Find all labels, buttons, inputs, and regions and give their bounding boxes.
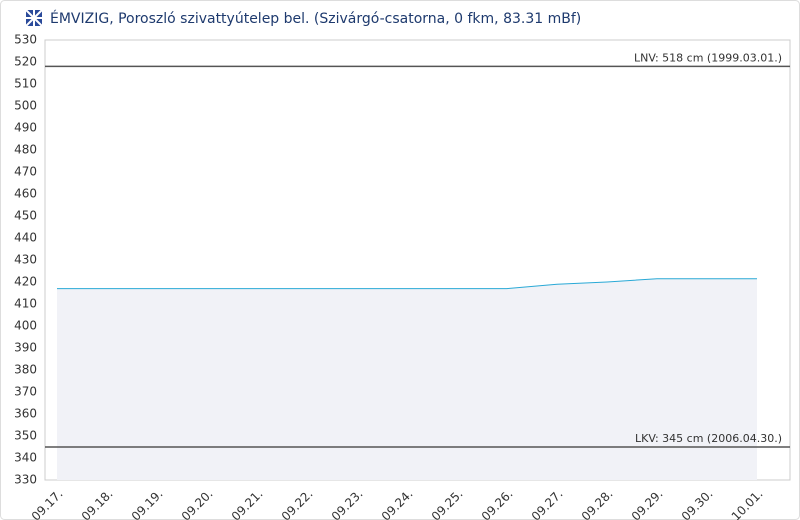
- y-tick-label: 390: [14, 341, 37, 355]
- y-tick-label: 410: [14, 297, 37, 311]
- y-tick-label: 380: [14, 363, 37, 377]
- area: [57, 278, 757, 480]
- y-tick-label: 350: [14, 429, 37, 443]
- y-tick-label: 510: [14, 77, 37, 91]
- y-tick-label: 530: [14, 33, 37, 47]
- y-tick-label: 430: [14, 253, 37, 267]
- y-tick-label: 440: [14, 231, 37, 245]
- y-tick-label: 400: [14, 319, 37, 333]
- y-tick-label: 460: [14, 187, 37, 201]
- reference-label: LNV: 518 cm (1999.03.01.): [634, 51, 782, 64]
- y-tick-label: 360: [14, 407, 37, 421]
- y-tick-label: 340: [14, 451, 37, 465]
- y-tick-label: 370: [14, 385, 37, 399]
- logo: [25, 9, 43, 27]
- y-tick-label: 490: [14, 121, 37, 135]
- y-tick-label: 470: [14, 165, 37, 179]
- y-tick-label: 450: [14, 209, 37, 223]
- y-tick-label: 520: [14, 55, 37, 69]
- y-tick-label: 480: [14, 143, 37, 157]
- line: [57, 278, 757, 290]
- chart-title: ÉMVIZIG, Poroszló szivattyútelep bel. (S…: [50, 10, 581, 27]
- y-tick-label: 330: [14, 473, 37, 487]
- reference-label: LKV: 345 cm (2006.04.30.): [635, 432, 782, 445]
- y-tick-label: 420: [14, 275, 37, 289]
- y-tick-label: 500: [14, 99, 37, 113]
